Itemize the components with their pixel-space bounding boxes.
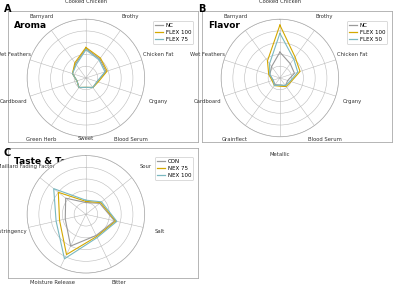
Text: A: A xyxy=(4,4,12,14)
Text: C: C xyxy=(4,148,11,158)
Text: Flavor: Flavor xyxy=(208,20,240,30)
Legend: NC, FLEX 100, FLEX 75: NC, FLEX 100, FLEX 75 xyxy=(153,21,193,44)
Text: B: B xyxy=(198,4,205,14)
Text: Aroma: Aroma xyxy=(14,20,47,30)
Text: Taste & Texture: Taste & Texture xyxy=(14,157,93,166)
Legend: CON, NEX 75, NEX 100: CON, NEX 75, NEX 100 xyxy=(155,157,193,180)
Legend: NC, FLEX 100, FLEX 50: NC, FLEX 100, FLEX 50 xyxy=(347,21,387,44)
